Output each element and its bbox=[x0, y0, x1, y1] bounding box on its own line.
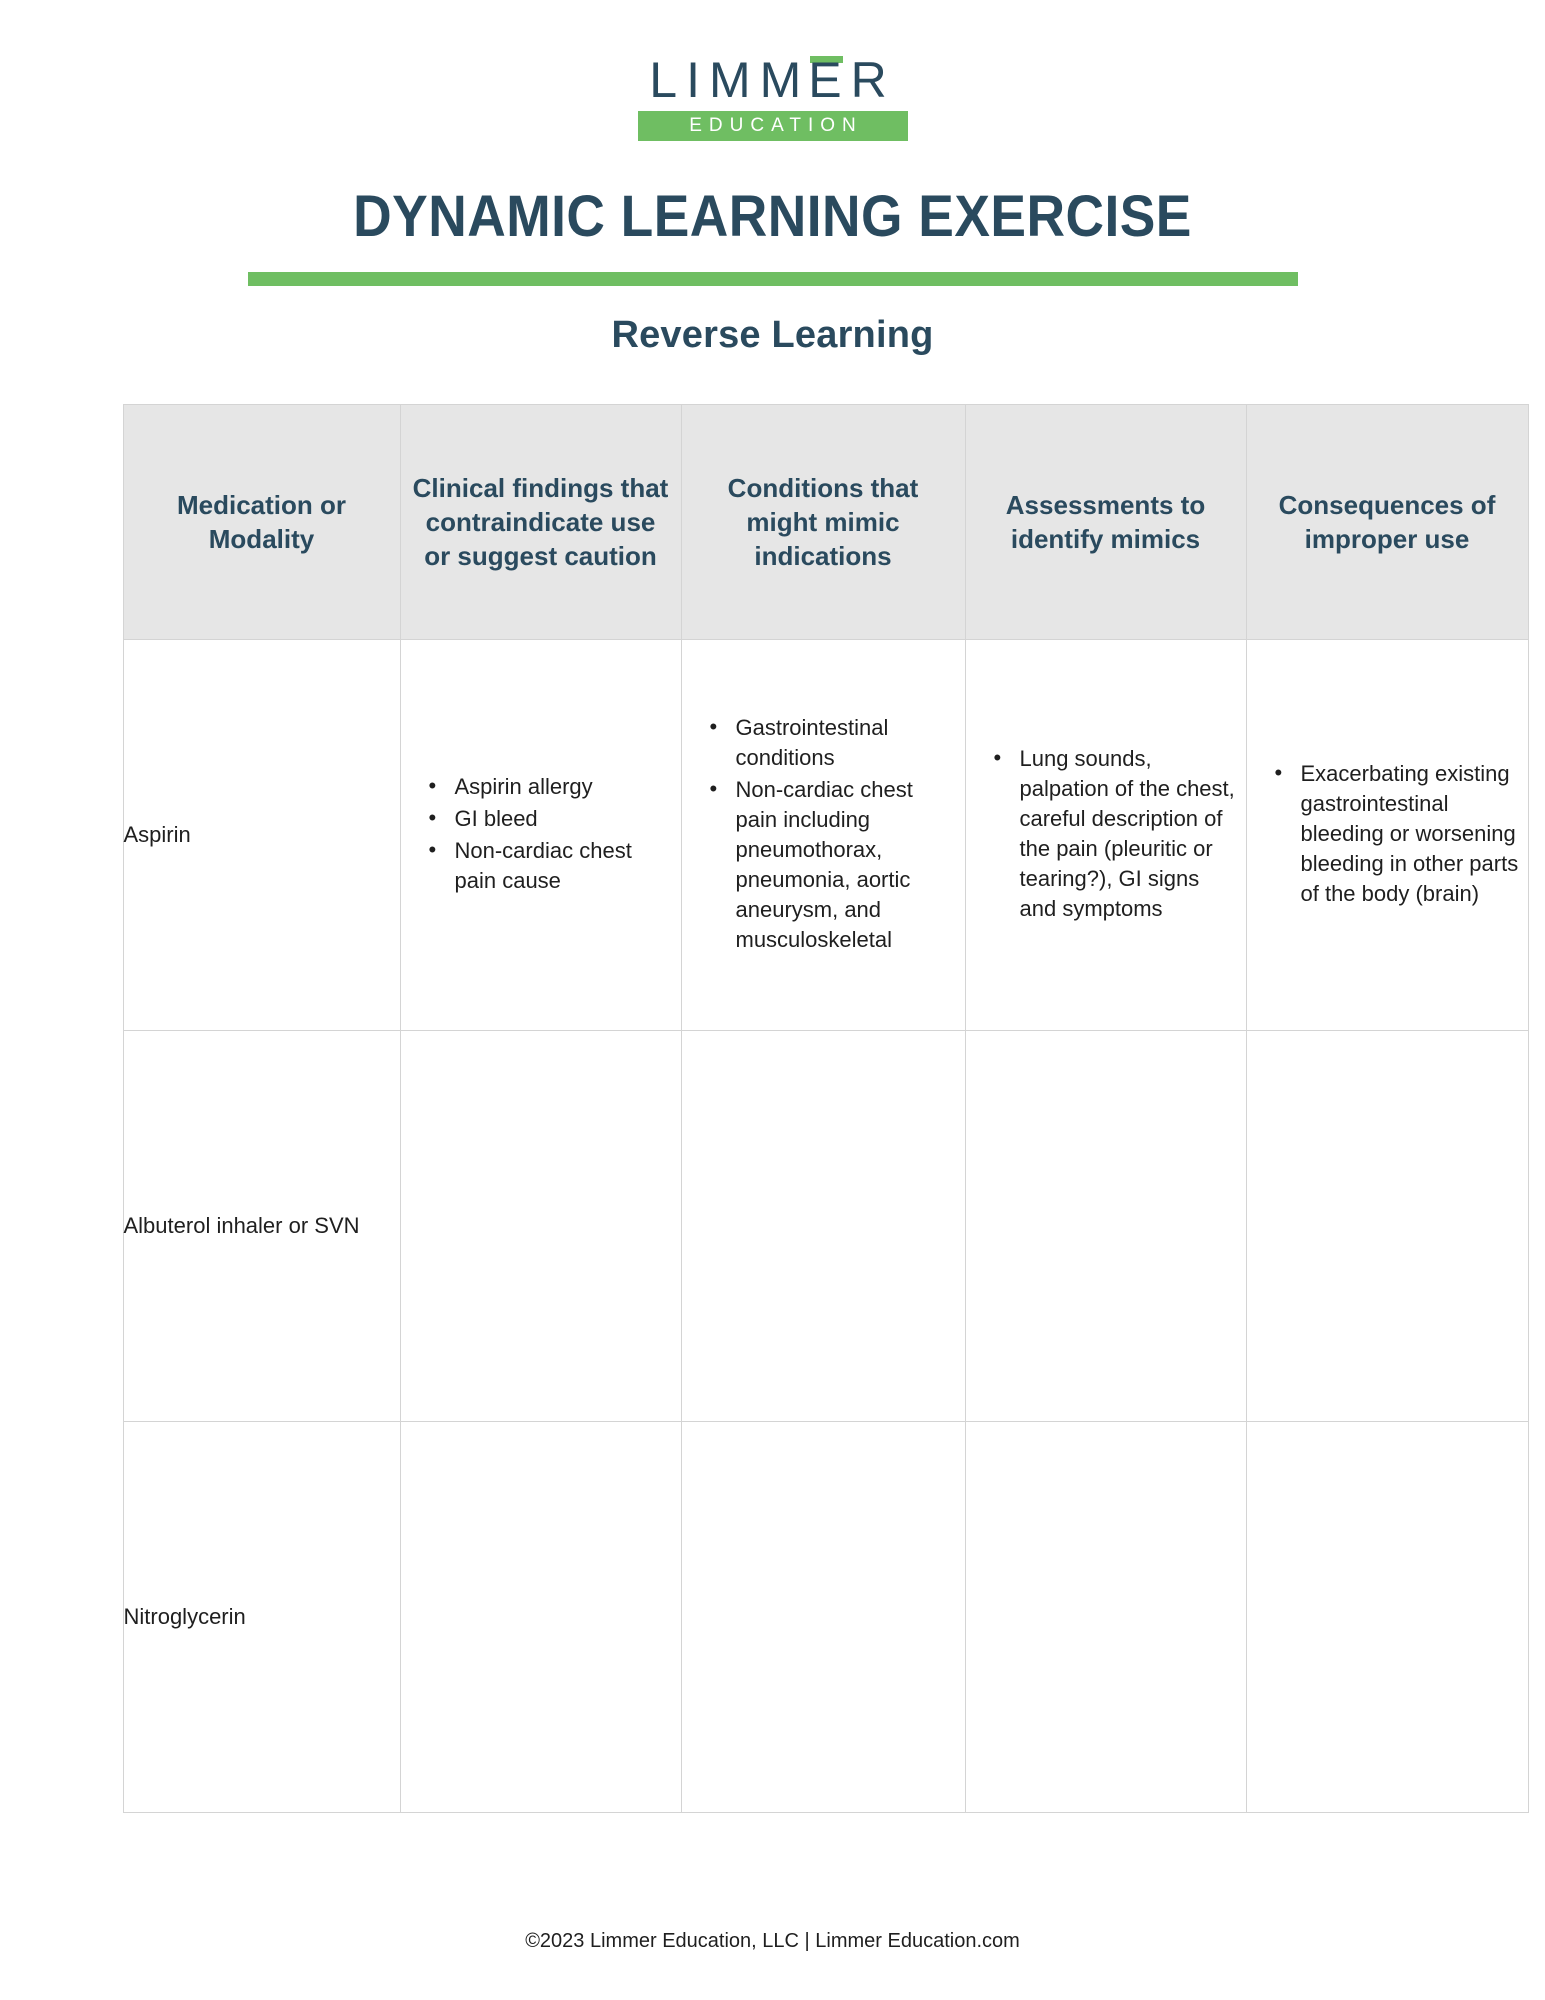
cell-mimic-conditions[interactable]: Gastrointestinal conditionsNon-cardiac c… bbox=[680, 639, 966, 1031]
bullet-list: Exacerbating existing gastrointestinal b… bbox=[1247, 758, 1528, 909]
list-item: Aspirin allergy bbox=[429, 771, 673, 802]
column-header-mimic-conditions: Conditions that might mimic indications bbox=[680, 404, 966, 640]
row-label-cell: Aspirin bbox=[122, 639, 401, 1031]
table-row: Albuterol inhaler or SVN bbox=[122, 1030, 1529, 1422]
column-header-consequences: Consequences of improper use bbox=[1245, 404, 1529, 640]
cell-consequences[interactable] bbox=[1245, 1421, 1529, 1813]
logo-text-limm: LIMM bbox=[649, 52, 811, 108]
cell-contraindications[interactable] bbox=[399, 1421, 682, 1813]
table-row: Nitroglycerin bbox=[122, 1421, 1529, 1813]
reverse-learning-table: Medication or Modality Clinical findings… bbox=[122, 404, 1529, 1813]
cell-assessments[interactable] bbox=[964, 1421, 1247, 1813]
footer-copyright: ©2023 Limmer Education, LLC | Limmer Edu… bbox=[525, 1930, 1020, 1952]
brand-logo: LIMM E R EDUCATION bbox=[0, 0, 1545, 141]
bullet-list: Gastrointestinal conditionsNon-cardiac c… bbox=[682, 712, 965, 954]
logo-education-label: EDUCATION bbox=[689, 115, 863, 136]
page-title: DYNAMIC LEARNING EXERCISE bbox=[353, 184, 1192, 249]
list-item: Gastrointestinal conditions bbox=[710, 712, 957, 773]
column-header-medication: Medication or Modality bbox=[122, 404, 401, 640]
logo-text-r: R bbox=[850, 52, 896, 108]
list-item: Lung sounds, palpation of the chest, car… bbox=[994, 743, 1238, 923]
logo-education-banner: EDUCATION bbox=[637, 111, 908, 141]
logo-text-e: E bbox=[808, 52, 851, 108]
column-header-contraindications: Clinical findings that contraindicate us… bbox=[399, 404, 682, 640]
cell-consequences[interactable]: Exacerbating existing gastrointestinal b… bbox=[1245, 639, 1529, 1031]
table-row: Aspirin Aspirin allergyGI bleedNon-cardi… bbox=[122, 639, 1529, 1031]
table-header: Medication or Modality Clinical findings… bbox=[122, 404, 1529, 640]
bullet-list: Lung sounds, palpation of the chest, car… bbox=[966, 743, 1246, 923]
cell-assessments[interactable]: Lung sounds, palpation of the chest, car… bbox=[964, 639, 1247, 1031]
list-item: GI bleed bbox=[429, 803, 673, 834]
row-label-cell: Albuterol inhaler or SVN bbox=[122, 1030, 401, 1422]
logo-e-with-green-bar: E bbox=[808, 55, 850, 105]
title-underline-rule bbox=[247, 272, 1298, 286]
cell-contraindications[interactable] bbox=[399, 1030, 682, 1422]
page-subtitle: Reverse Learning bbox=[611, 314, 934, 356]
cell-mimic-conditions[interactable] bbox=[680, 1030, 966, 1422]
cell-contraindications[interactable]: Aspirin allergyGI bleedNon-cardiac chest… bbox=[399, 639, 682, 1031]
row-label-cell: Nitroglycerin bbox=[122, 1421, 401, 1813]
cell-assessments[interactable] bbox=[964, 1030, 1247, 1422]
cell-mimic-conditions[interactable] bbox=[680, 1421, 966, 1813]
logo-wordmark: LIMM E R bbox=[649, 55, 895, 105]
logo-green-accent-bar bbox=[810, 56, 844, 63]
list-item: Non-cardiac chest pain cause bbox=[429, 835, 673, 896]
column-header-assessments: Assessments to identify mimics bbox=[964, 404, 1247, 640]
list-item: Non-cardiac chest pain including pneumot… bbox=[710, 774, 957, 954]
table-body: Aspirin Aspirin allergyGI bleedNon-cardi… bbox=[122, 639, 1529, 1813]
list-item: Exacerbating existing gastrointestinal b… bbox=[1275, 758, 1520, 909]
bullet-list: Aspirin allergyGI bleedNon-cardiac chest… bbox=[401, 771, 681, 896]
table-header-row: Medication or Modality Clinical findings… bbox=[122, 404, 1529, 640]
cell-consequences[interactable] bbox=[1245, 1030, 1529, 1422]
exercise-table-container: Medication or Modality Clinical findings… bbox=[122, 404, 1529, 1813]
